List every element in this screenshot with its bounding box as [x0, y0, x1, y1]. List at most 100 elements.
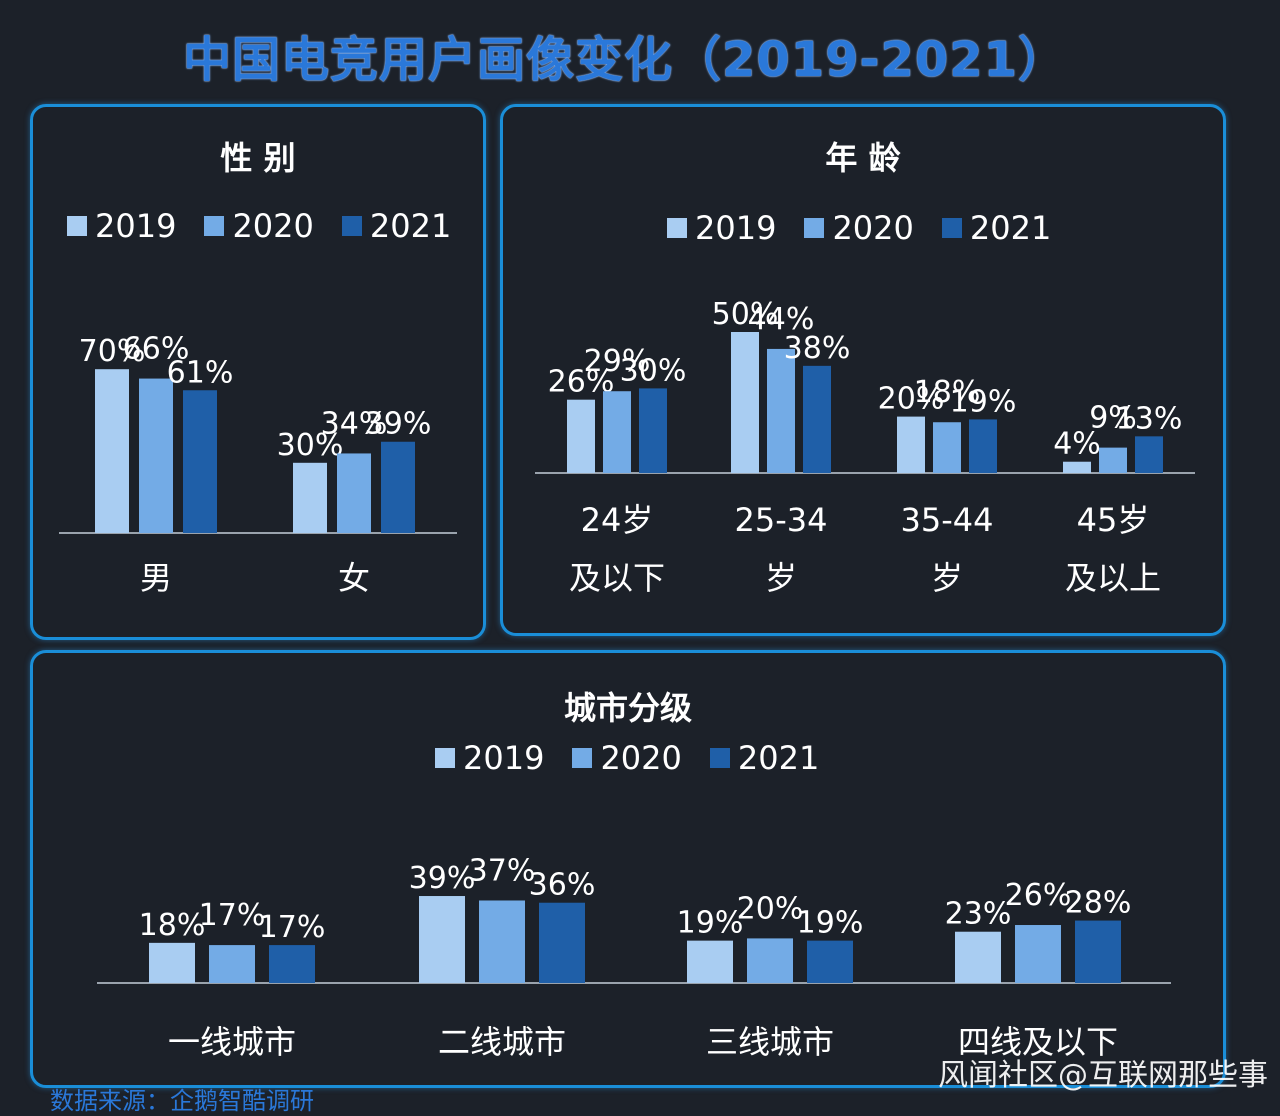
legend-item-2021: 2021: [941, 209, 1052, 247]
age-category-label-0-1: 及以下: [569, 559, 665, 597]
age-bar-2020-1: [767, 348, 795, 473]
legend-label-2021: 2021: [369, 207, 452, 245]
legend-item-2019: 2019: [67, 207, 176, 245]
gender-data-label-2021-1: 39%: [365, 407, 432, 442]
city-data-label-2020-1: 37%: [469, 853, 536, 888]
gender-chart: 70%66%61% 男 30%34%39% 女: [59, 332, 457, 597]
legend-label-2020: 2020: [832, 209, 914, 247]
city-category-label-1: 二线城市: [438, 1023, 566, 1061]
gender-data-label-2021-0: 61%: [167, 355, 234, 390]
age-bar-2019-3: [1063, 461, 1091, 473]
gender-legend: 2019 2020 2021: [67, 207, 451, 245]
legend-label-2020: 2020: [232, 207, 314, 245]
age-chart: 26%29%30%24岁及以下50%44%38%25-34岁20%18%19%3…: [535, 297, 1195, 597]
city-bar-2020-3: [1015, 925, 1061, 983]
age-data-label-2020-2: 18%: [914, 375, 981, 410]
age-category-label-0-0: 24岁: [581, 501, 654, 539]
age-category-label-2-0: 35-44: [901, 501, 994, 539]
age-category-label-3-1: 及以上: [1065, 559, 1161, 597]
gender-data-label-2019-0: 70%: [79, 334, 146, 369]
age-bar-2020-2: [933, 422, 961, 473]
legend-item-2020: 2020: [572, 739, 682, 777]
city-category-label-3: 四线及以下: [958, 1023, 1118, 1061]
city-legend: 2019 2020 2021: [435, 739, 819, 777]
age-data-label-2019-3: 4%: [1053, 427, 1101, 462]
gender-data-label-2019-1: 30%: [277, 428, 344, 463]
gender-data-label-2020-0: 66%: [123, 332, 190, 367]
city-data-label-2019-0: 18%: [139, 908, 206, 943]
city-data-label-2020-3: 26%: [1005, 878, 1072, 913]
city-data-label-2021-3: 28%: [1065, 886, 1132, 921]
age-panel: 年 龄 2019 2020 2021 26% 29% 30% 24岁 及以下 50% 44%…: [500, 104, 1226, 636]
legend-item-2021: 2021: [709, 739, 820, 777]
gender-bar-2020-0: [139, 378, 173, 533]
legend-item-2020: 2020: [804, 209, 914, 247]
age-category-label-3-0: 45岁: [1077, 501, 1150, 539]
age-data-label-2021-1: 38%: [784, 331, 851, 366]
legend-label-2019: 2019: [463, 739, 545, 777]
legend-label-2021: 2021: [969, 209, 1052, 247]
gender-panel: 性 别 2019 2020 2021 70% 66% 61% 男 30% 34% 39% 女: [30, 104, 486, 640]
age-bar-2021-1: [803, 365, 831, 473]
legend-label-2019: 2019: [95, 207, 177, 245]
gender-bar-2021-1: [381, 441, 415, 533]
legend-swatch-2021: [709, 748, 730, 768]
city-data-label-2021-2: 19%: [797, 906, 864, 941]
legend-item-2020: 2020: [204, 207, 314, 245]
age-bar-2021-2: [969, 419, 997, 473]
city-bar-2019-3: [955, 931, 1001, 983]
city-data-label-2019-1: 39%: [409, 861, 476, 896]
legend-label-2021: 2021: [737, 739, 820, 777]
city-data-label-2021-1: 36%: [529, 868, 596, 903]
data-source-note: 数据来源：企鹅智酷调研: [50, 1087, 314, 1115]
age-bar-2021-3: [1135, 436, 1163, 473]
age-data-label-2019-1: 50%: [712, 297, 779, 332]
city-data-label-2020-2: 20%: [737, 891, 804, 926]
legend-item-2019: 2019: [667, 209, 776, 247]
gender-panel-title: 性 别: [220, 139, 296, 177]
city-bar-2019-2: [687, 940, 733, 983]
gender-bar-2021-0: [183, 390, 217, 533]
legend-swatch-2020: [804, 218, 825, 238]
city-bar-2021-1: [539, 902, 585, 983]
legend-swatch-2019: [435, 748, 455, 768]
age-category-label-1-0: 25-34: [735, 501, 828, 539]
legend-label-2019: 2019: [695, 209, 777, 247]
age-category-label-1-1: 岁: [765, 559, 797, 597]
age-bar-2019-0: [567, 399, 595, 473]
legend-swatch-2019: [667, 218, 687, 238]
age-data-label-2020-0: 29%: [584, 344, 651, 379]
age-panel-title: 年 龄: [825, 139, 901, 177]
age-data-label-2021-0: 30%: [620, 353, 687, 388]
watermark: 风闻社区@互联网那些事: [938, 1058, 1268, 1093]
city-panel-title: 城市分级: [563, 689, 692, 727]
age-bar-2020-3: [1099, 447, 1127, 473]
city-bar-2020-2: [747, 938, 793, 983]
city-panel: 城市分级 2019 2020 2021 18% 17% 17% 一线城市 39% 37% 3…: [30, 650, 1226, 1088]
age-bar-2019-1: [731, 332, 759, 473]
gender-data-label-2020-1: 34%: [321, 406, 388, 441]
city-bar-2020-0: [209, 945, 255, 983]
city-bar-2021-0: [269, 945, 315, 983]
gender-category-label-0: 男: [140, 559, 172, 597]
city-data-label-2021-0: 17%: [259, 910, 326, 945]
city-bar-2021-2: [807, 940, 853, 983]
age-legend: 2019 2020 2021: [667, 209, 1051, 247]
city-bar-2021-3: [1075, 920, 1121, 983]
legend-item-2021: 2021: [341, 207, 452, 245]
city-data-label-2020-0: 17%: [199, 898, 266, 933]
city-chart: 18%17%17%一线城市39%37%36%二线城市19%20%19%三线城市2…: [97, 853, 1171, 1061]
city-category-label-0: 一线城市: [168, 1023, 296, 1061]
age-bar-2021-0: [639, 388, 667, 473]
age-bar-2019-2: [897, 416, 925, 473]
age-data-label-2020-3: 9%: [1089, 401, 1137, 436]
age-bar-2020-0: [603, 391, 631, 473]
age-data-label-2021-2: 19%: [950, 384, 1017, 419]
legend-swatch-2020: [572, 748, 593, 768]
age-data-label-2019-2: 20%: [878, 382, 945, 417]
legend-swatch-2019: [67, 216, 87, 236]
city-data-label-2019-3: 23%: [945, 897, 1012, 932]
age-category-label-2-1: 岁: [931, 559, 963, 597]
legend-swatch-2021: [941, 218, 962, 238]
legend-swatch-2020: [204, 216, 225, 236]
